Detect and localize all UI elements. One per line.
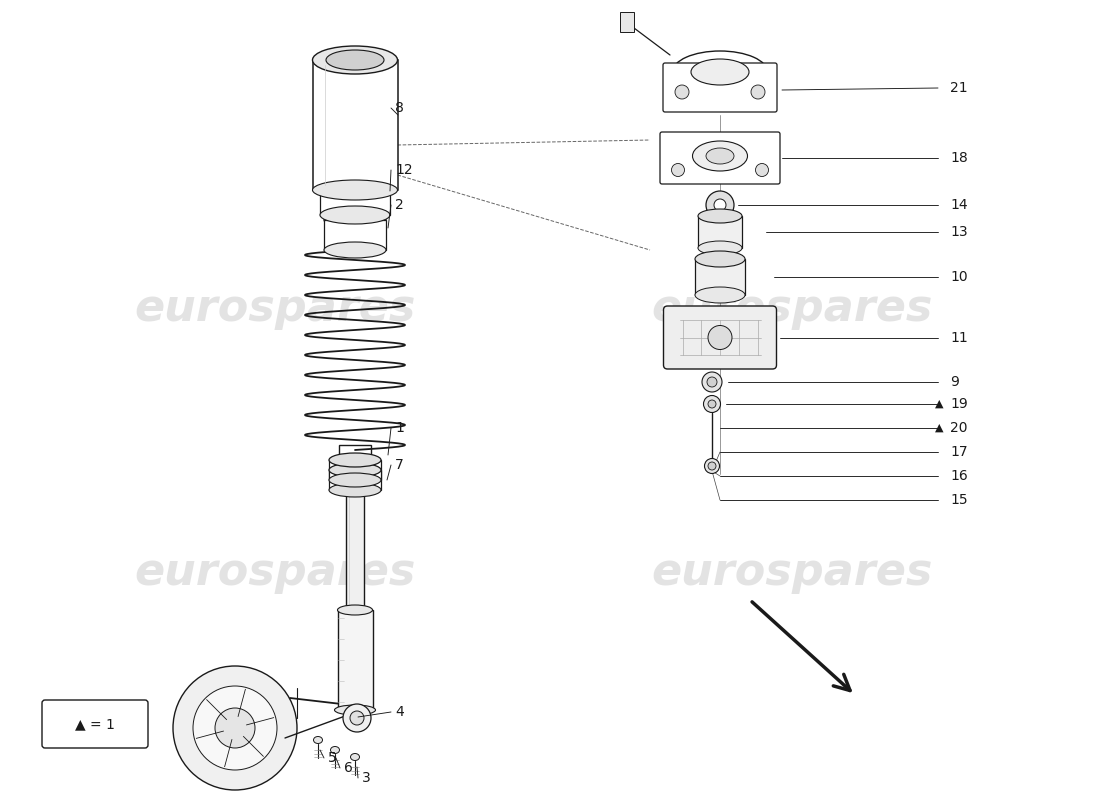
- Circle shape: [192, 686, 277, 770]
- Ellipse shape: [326, 50, 384, 70]
- FancyBboxPatch shape: [660, 132, 780, 184]
- Bar: [329, 470, 381, 490]
- Text: 16: 16: [950, 469, 968, 483]
- Circle shape: [706, 191, 734, 219]
- Ellipse shape: [320, 206, 390, 224]
- Text: 7: 7: [395, 458, 404, 472]
- Circle shape: [702, 372, 722, 392]
- Ellipse shape: [320, 184, 390, 202]
- Text: 14: 14: [950, 198, 968, 212]
- Bar: [329, 460, 381, 480]
- Text: 10: 10: [950, 270, 968, 284]
- Ellipse shape: [314, 737, 322, 743]
- Text: eurospares: eurospares: [651, 286, 933, 330]
- Ellipse shape: [329, 463, 381, 477]
- Circle shape: [173, 666, 297, 790]
- Bar: [346, 490, 364, 615]
- Bar: [695, 259, 745, 295]
- Ellipse shape: [695, 251, 745, 267]
- Ellipse shape: [329, 453, 381, 467]
- Text: 2: 2: [395, 198, 404, 212]
- Text: 19: 19: [950, 397, 968, 411]
- Text: 15: 15: [950, 493, 968, 507]
- Bar: [320, 193, 390, 215]
- Text: 3: 3: [362, 771, 371, 785]
- Circle shape: [756, 163, 769, 177]
- Text: ▲: ▲: [935, 399, 944, 409]
- Circle shape: [708, 462, 716, 470]
- Ellipse shape: [324, 242, 386, 258]
- Circle shape: [675, 85, 689, 99]
- Ellipse shape: [693, 141, 748, 171]
- Ellipse shape: [698, 241, 742, 255]
- Text: 11: 11: [950, 331, 968, 345]
- Circle shape: [707, 377, 717, 387]
- Text: 4: 4: [395, 705, 404, 719]
- Bar: [338, 610, 373, 710]
- Circle shape: [708, 326, 732, 350]
- Circle shape: [704, 458, 719, 474]
- Ellipse shape: [329, 473, 381, 487]
- Ellipse shape: [312, 46, 397, 74]
- Text: 6: 6: [344, 761, 353, 775]
- Ellipse shape: [329, 483, 381, 497]
- Circle shape: [214, 708, 255, 748]
- Circle shape: [714, 199, 726, 211]
- Text: ▲ = 1: ▲ = 1: [75, 717, 114, 731]
- Ellipse shape: [338, 605, 373, 615]
- Circle shape: [350, 711, 364, 725]
- Text: eurospares: eurospares: [134, 550, 416, 594]
- Bar: [698, 216, 742, 248]
- Circle shape: [343, 704, 371, 732]
- Text: eurospares: eurospares: [651, 550, 933, 594]
- Text: 8: 8: [395, 101, 404, 115]
- Text: 18: 18: [950, 151, 968, 165]
- Ellipse shape: [698, 209, 742, 223]
- Circle shape: [708, 400, 716, 408]
- Ellipse shape: [351, 754, 360, 761]
- FancyBboxPatch shape: [663, 63, 777, 112]
- Circle shape: [751, 85, 764, 99]
- Text: 13: 13: [950, 225, 968, 239]
- Circle shape: [704, 395, 720, 413]
- Circle shape: [671, 163, 684, 177]
- FancyBboxPatch shape: [42, 700, 148, 748]
- Bar: [620, 12, 634, 32]
- FancyBboxPatch shape: [663, 306, 777, 369]
- Text: 20: 20: [950, 421, 968, 435]
- Ellipse shape: [312, 180, 397, 200]
- Text: 12: 12: [395, 163, 412, 177]
- Text: 17: 17: [950, 445, 968, 459]
- Text: 9: 9: [950, 375, 959, 389]
- Ellipse shape: [706, 148, 734, 164]
- Ellipse shape: [324, 212, 386, 228]
- Ellipse shape: [334, 705, 375, 715]
- Ellipse shape: [691, 59, 749, 85]
- Text: 1: 1: [395, 421, 404, 435]
- Bar: [324, 220, 386, 250]
- Ellipse shape: [695, 287, 745, 303]
- Text: eurospares: eurospares: [134, 286, 416, 330]
- Ellipse shape: [330, 746, 340, 754]
- Bar: [339, 445, 371, 480]
- Text: ▲: ▲: [935, 423, 944, 433]
- Text: 5: 5: [328, 751, 337, 765]
- Bar: [312, 60, 397, 190]
- Text: 21: 21: [950, 81, 968, 95]
- Ellipse shape: [672, 51, 768, 93]
